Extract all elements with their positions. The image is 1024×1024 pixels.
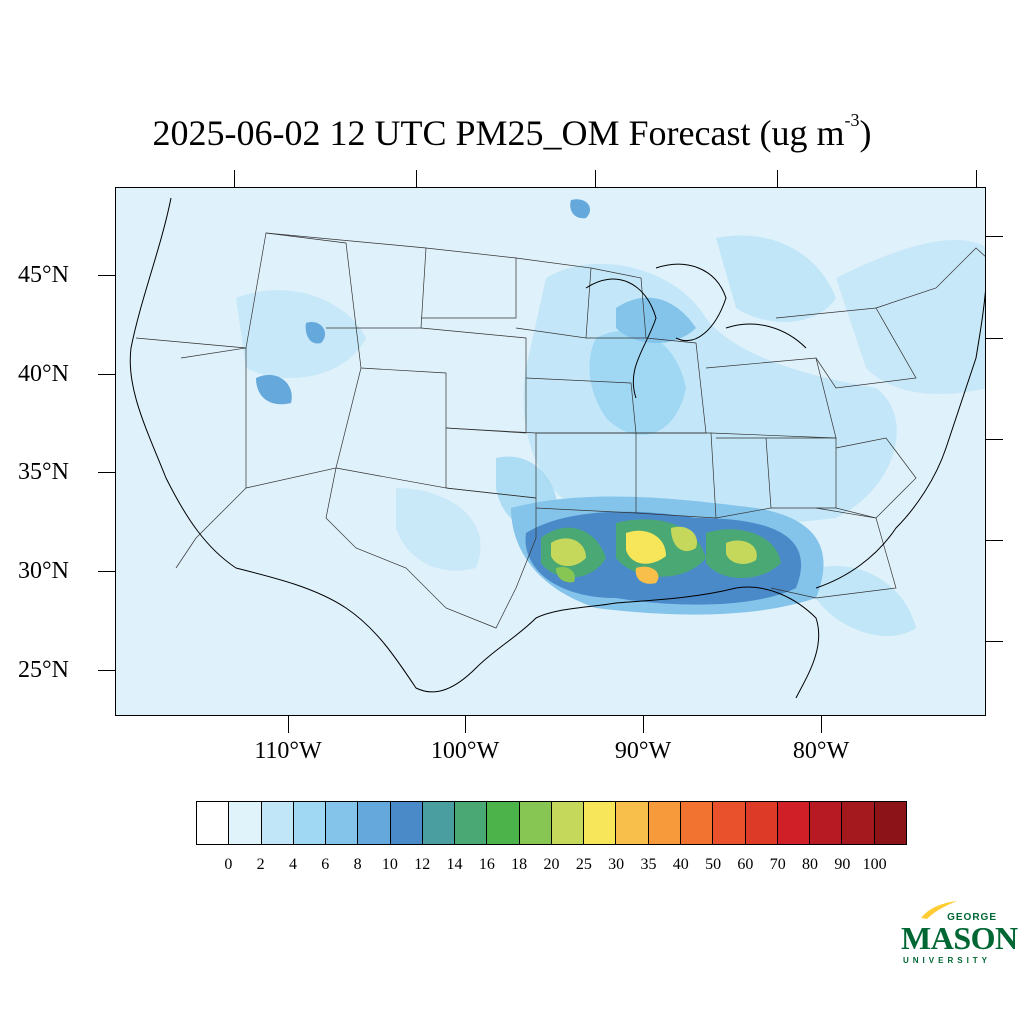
- lat-label-40: 40°N: [18, 361, 69, 387]
- state-boundaries: [135, 232, 985, 629]
- lat-label-30: 30°N: [18, 558, 69, 584]
- colorbar-swatch: [874, 802, 906, 844]
- left-tick: [98, 670, 115, 671]
- left-tick: [98, 374, 115, 375]
- title-text: 2025-06-02 12 UTC PM25_OM Forecast (ug m: [152, 113, 845, 153]
- right-tick: [986, 641, 1003, 642]
- colorbar-swatch: [680, 802, 714, 844]
- lat-label-25: 25°N: [18, 657, 69, 683]
- colorbar-label: 16: [478, 856, 495, 873]
- colorbar-swatch: [422, 802, 456, 844]
- colorbar-label: 60: [737, 856, 754, 873]
- colorbar-label: 8: [353, 856, 362, 873]
- colorbar-label: 80: [802, 856, 819, 873]
- colorbar-swatch: [551, 802, 585, 844]
- colorbar-swatch: [487, 802, 520, 844]
- chart-title: 2025-06-02 12 UTC PM25_OM Forecast (ug m…: [0, 110, 1024, 154]
- colorbar-label: 6: [321, 856, 330, 873]
- lat-label-35: 35°N: [18, 459, 69, 485]
- colorbar-swatch: [326, 802, 359, 844]
- logo-university: UNIVERSITY: [903, 956, 992, 965]
- lon-label-90: 90°W: [614, 738, 672, 764]
- colorbar-label: 35: [640, 856, 657, 873]
- colorbar-swatch: [777, 802, 811, 844]
- top-tick: [976, 170, 977, 187]
- right-tick: [986, 439, 1003, 440]
- logo-george: GEORGE: [947, 912, 997, 923]
- right-tick: [986, 540, 1003, 541]
- bottom-tick: [288, 716, 289, 733]
- colorbar-label: 12: [414, 856, 431, 873]
- colorbar-label: 30: [608, 856, 625, 873]
- colorbar-swatch: [390, 802, 423, 844]
- colorbar-swatch: [584, 802, 617, 844]
- colorbar-label: 0: [224, 856, 233, 873]
- colorbar-swatch: [810, 802, 843, 844]
- colorbar-swatch: [713, 802, 746, 844]
- lat-label-45: 45°N: [18, 262, 69, 288]
- colorbar-swatch: [455, 802, 488, 844]
- colorbar-label: 70: [769, 856, 786, 873]
- right-tick: [986, 338, 1003, 339]
- title-close: ): [859, 113, 872, 153]
- colorbar-swatch: [745, 802, 778, 844]
- colorbar-labels: 0 2 4 6 8 10 12 14 16 18 20 25 30 35 40 50 60 70 80 90 100: [196, 856, 907, 876]
- top-tick: [595, 170, 596, 187]
- colorbar-label: 14: [446, 856, 463, 873]
- colorbar-label: 90: [834, 856, 851, 873]
- top-tick: [234, 170, 235, 187]
- colorbar-swatch: [229, 802, 262, 844]
- bottom-tick: [465, 716, 466, 733]
- colorbar-swatch: [197, 802, 230, 844]
- title-exponent: -3: [844, 110, 860, 130]
- logo-swoosh-icon: [921, 901, 957, 919]
- colorbar-label: 20: [543, 856, 560, 873]
- colorbar-label: 4: [288, 856, 297, 873]
- top-tick: [416, 170, 417, 187]
- forecast-map: [115, 187, 986, 716]
- colorbar-swatch: [842, 802, 875, 844]
- colorbar-label: 40: [672, 856, 689, 873]
- gmu-logo: GEORGE MASON UNIVERSITY: [899, 900, 1018, 970]
- colorbar-label: 100: [862, 856, 887, 873]
- colorbar-label: 10: [381, 856, 398, 873]
- colorbar-swatch: [261, 802, 294, 844]
- colorbar-swatch: [519, 802, 552, 844]
- colorbar-label: 18: [511, 856, 528, 873]
- colorbar-label: 50: [705, 856, 722, 873]
- logo-mason: MASON: [901, 920, 1018, 956]
- lon-label-110: 110°W: [254, 738, 322, 764]
- left-tick: [98, 275, 115, 276]
- lon-label-80: 80°W: [792, 738, 850, 764]
- concentration-shading-high: [525, 511, 802, 605]
- top-tick: [777, 170, 778, 187]
- right-tick: [986, 236, 1003, 237]
- colorbar-swatch: [358, 802, 391, 844]
- colorbar-swatch: [293, 802, 327, 844]
- colorbar: [196, 801, 907, 845]
- bottom-tick: [643, 716, 644, 733]
- lon-label-100: 100°W: [430, 738, 500, 764]
- bottom-tick: [821, 716, 822, 733]
- colorbar-swatch: [616, 802, 649, 844]
- left-tick: [98, 571, 115, 572]
- colorbar-swatch: [648, 802, 681, 844]
- map-svg: [116, 188, 985, 715]
- coastline: [129, 197, 985, 699]
- colorbar-label: 25: [575, 856, 592, 873]
- left-tick: [98, 472, 115, 473]
- colorbar-label: 2: [256, 856, 265, 873]
